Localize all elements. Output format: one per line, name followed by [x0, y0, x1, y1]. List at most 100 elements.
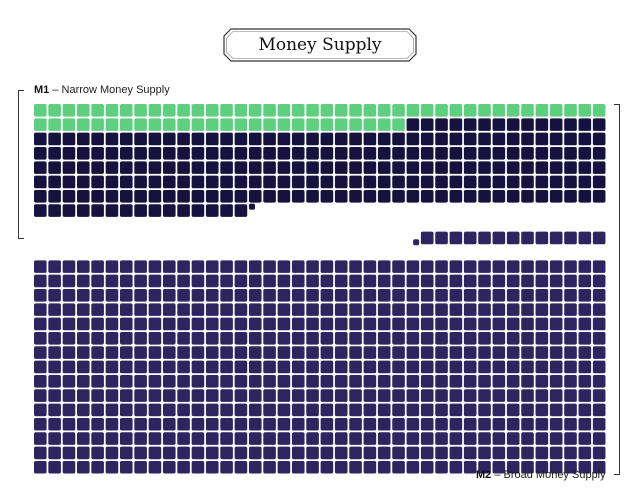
waffle-cell-m1_dark — [363, 146, 377, 160]
waffle-cell-m2 — [320, 346, 334, 359]
waffle-cell-m1_dark — [506, 146, 520, 160]
waffle-cell-m1_light — [105, 104, 119, 117]
waffle-cell-m1_dark — [492, 175, 506, 189]
waffle-cell-m2 — [191, 303, 205, 316]
waffle-cell-m2 — [363, 417, 377, 431]
waffle-cell-m2 — [263, 446, 276, 460]
waffle-cell-m1_dark — [521, 189, 534, 203]
waffle-cell-m1_light — [134, 104, 147, 117]
waffle-cell-m1_dark — [48, 175, 61, 189]
waffle-cell-m2 — [549, 389, 563, 402]
waffle-cell-m2 — [34, 446, 47, 460]
waffle-cell-m1_dark — [248, 146, 262, 160]
waffle-cell-m2 — [62, 432, 76, 445]
waffle-cell-m1_dark — [291, 175, 305, 189]
waffle-cell-m1_light — [220, 118, 233, 131]
waffle-cell-m2 — [420, 460, 434, 474]
waffle-cell-m1_dark — [105, 204, 119, 217]
waffle-cell-m1_light — [535, 104, 549, 117]
waffle-cell-m2 — [248, 317, 262, 331]
waffle-cell-m2 — [205, 403, 219, 417]
waffle-cell-m2 — [349, 389, 362, 402]
waffle-cell-m2 — [334, 360, 348, 374]
waffle-cell-m2 — [248, 260, 262, 273]
waffle-cell-m2 — [592, 288, 606, 302]
waffle-cell-m2 — [492, 274, 506, 288]
waffle-cell-m1_light — [592, 104, 606, 117]
waffle-cell-m2 — [134, 303, 147, 316]
waffle-cell-m1_dark — [349, 161, 362, 174]
waffle-cell-m2 — [449, 346, 463, 359]
waffle-cell-m2 — [205, 389, 219, 402]
waffle-cell-m1_dark — [291, 189, 305, 203]
waffle-cell-m2 — [420, 446, 434, 460]
waffle-cell-m2 — [478, 288, 491, 302]
waffle-cell-m2 — [119, 303, 133, 316]
waffle-cell-m1_dark — [306, 175, 319, 189]
waffle-cell-m2 — [449, 389, 463, 402]
waffle-cell-m2 — [463, 446, 477, 460]
waffle-cell-m1_dark — [291, 161, 305, 174]
waffle-cell-m1_dark — [549, 118, 563, 131]
waffle-cell-m2 — [420, 403, 434, 417]
waffle-cell-m1_dark — [34, 132, 47, 146]
waffle-cell-m2 — [435, 432, 448, 445]
waffle-cell-m2 — [463, 389, 477, 402]
waffle-cell-m2 — [248, 274, 262, 288]
waffle-cell-m1_light — [578, 104, 592, 117]
waffle-cell-m2 — [535, 288, 549, 302]
waffle-cell-m2 — [478, 432, 491, 445]
waffle-cell-m2 — [449, 331, 463, 345]
waffle-cell-m1_dark — [263, 146, 276, 160]
waffle-cell-m1_dark — [435, 161, 448, 174]
waffle-cell-m2 — [234, 374, 248, 388]
waffle-cell-m2 — [449, 260, 463, 273]
waffle-cell-m2 — [406, 317, 420, 331]
waffle-cell-m2 — [48, 260, 61, 273]
waffle-cell-m1_dark — [492, 132, 506, 146]
waffle-cell-m2 — [363, 274, 377, 288]
waffle-cell-m2 — [306, 346, 319, 359]
waffle-cell-m2 — [76, 403, 90, 417]
waffle-cell-m2 — [48, 460, 61, 474]
waffle-cell-m2 — [377, 417, 391, 431]
waffle-cell-m2 — [263, 288, 276, 302]
waffle-cell-m1_dark — [248, 132, 262, 146]
waffle-cell-m2 — [134, 360, 147, 374]
waffle-cell-m2 — [91, 331, 104, 345]
waffle-cell-m2 — [177, 403, 190, 417]
waffle-cell-m2 — [449, 303, 463, 316]
waffle-cell-m1_dark — [205, 189, 219, 203]
waffle-cell-m2 — [334, 346, 348, 359]
waffle-cell-m2 — [306, 317, 319, 331]
waffle-cell-m2 — [377, 303, 391, 316]
waffle-cell-m2 — [535, 360, 549, 374]
waffle-cell-m2 — [564, 374, 577, 388]
waffle-cell-m2 — [363, 432, 377, 445]
waffle-cell-m2 — [377, 317, 391, 331]
waffle-cell-m2 — [191, 331, 205, 345]
waffle-cell-m2 — [248, 288, 262, 302]
waffle-cell-m2 — [521, 432, 534, 445]
waffle-cell-m1_dark — [62, 146, 76, 160]
waffle-cell-m2 — [62, 331, 76, 345]
waffle-cell-m1_dark — [119, 132, 133, 146]
waffle-cell-m1_dark — [506, 118, 520, 131]
waffle-cell-m2 — [578, 403, 592, 417]
waffle-cell-m1_light — [105, 118, 119, 131]
waffle-cell-m2 — [306, 460, 319, 474]
waffle-cell-m2 — [205, 331, 219, 345]
waffle-cell-m2 — [34, 460, 47, 474]
waffle-cell-m2 — [91, 417, 104, 431]
waffle-cell-m2 — [105, 389, 119, 402]
waffle-cell-m1_dark — [578, 161, 592, 174]
waffle-cell-m2 — [306, 403, 319, 417]
waffle-cell-m2 — [549, 403, 563, 417]
waffle-cell-m2 — [377, 288, 391, 302]
waffle-cell-m1_dark — [234, 132, 248, 146]
waffle-cell-m2 — [320, 417, 334, 431]
waffle-cell-m1_dark — [162, 204, 176, 217]
waffle-cell-m1_dark — [420, 161, 434, 174]
waffle-cell-m1_dark — [263, 175, 276, 189]
waffle-cell-m1_dark — [392, 132, 405, 146]
